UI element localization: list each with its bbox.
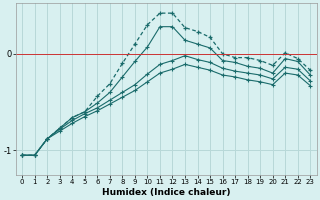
X-axis label: Humidex (Indice chaleur): Humidex (Indice chaleur) (102, 188, 230, 197)
